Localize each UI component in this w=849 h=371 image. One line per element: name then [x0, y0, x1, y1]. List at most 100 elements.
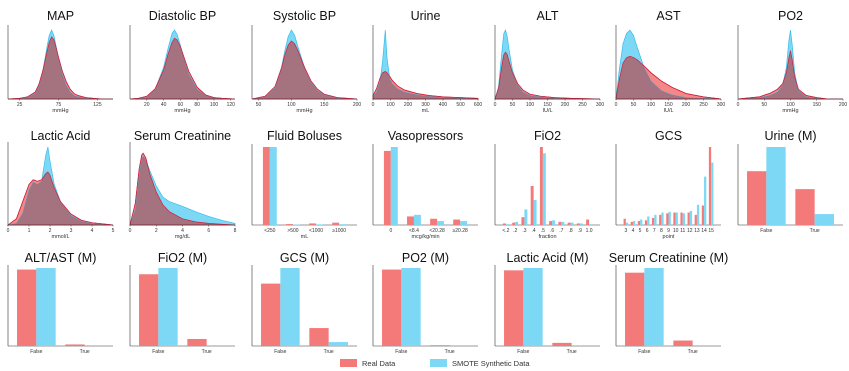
- bar-real-true: [65, 344, 85, 346]
- x-tick-label: 120: [227, 102, 236, 108]
- bar-smote-true: [814, 214, 834, 225]
- x-axis-label: mmHg: [52, 108, 68, 114]
- x-tick-label: .7: [559, 228, 563, 234]
- x-axis-label: point: [663, 234, 675, 240]
- density-overlap: [738, 50, 843, 99]
- panel-title: Urine (M): [764, 129, 816, 143]
- density-real-outline: [372, 70, 479, 100]
- x-axis-label: IU/L: [542, 108, 552, 114]
- bar-real-true: [187, 338, 207, 346]
- x-tick-label: .5: [541, 228, 545, 234]
- panel-lactic-acid-m: Lactic Acid (M) False True: [494, 251, 600, 355]
- bar-smote-8-4: [413, 214, 421, 225]
- x-tick-label: 1.0: [586, 228, 593, 234]
- x-tick-label: 50: [256, 102, 262, 108]
- bar-real-5: [539, 147, 543, 225]
- bar-smote-true: [328, 342, 348, 346]
- bar-smote-14: [704, 176, 707, 225]
- x-tick-label: 4: [91, 228, 94, 234]
- x-tick-label: <20.28: [429, 228, 445, 234]
- x-tick-label: .2: [513, 228, 517, 234]
- x-tick-label: .9: [578, 228, 582, 234]
- x-tick-label: 0: [737, 102, 740, 108]
- bar-real-14: [701, 205, 705, 225]
- bar-smote-250: [269, 147, 277, 225]
- x-tick-label: 0: [129, 228, 132, 234]
- bar-smote-3: [625, 222, 629, 225]
- density-overlap: [8, 172, 113, 225]
- bar-real-false: [747, 171, 767, 225]
- bar-real-13: [694, 214, 697, 225]
- panel-ast: AST 0 50 100 150 200 250 300 IU/L: [615, 9, 726, 114]
- bar-real-7: [652, 217, 655, 225]
- x-axis-label: mL: [301, 234, 309, 240]
- panel-title: GCS: [655, 129, 682, 143]
- x-tick-label: 150: [664, 102, 673, 108]
- x-tick-label: True: [80, 349, 90, 355]
- x-tick-label: 200: [839, 102, 848, 108]
- bar-smote-2: [515, 221, 519, 225]
- panel-title: FiO2 (M): [158, 251, 207, 265]
- x-tick-label: 2: [155, 228, 158, 234]
- x-tick-label: 125: [93, 102, 102, 108]
- bar-smote-7: [561, 221, 565, 225]
- panel-title: Serum Creatinine (M): [609, 251, 728, 265]
- x-tick-label: 250: [578, 102, 587, 108]
- bar-real-7: [558, 221, 562, 225]
- bar-smote-5: [640, 219, 643, 225]
- panel-fio2: FiO2 <.2 .2 .3 .4 .5 .6 .7 .8 .9 1.0 fraction: [494, 129, 600, 240]
- x-tick-label: False: [517, 349, 529, 355]
- x-tick-label: 60: [178, 102, 184, 108]
- x-tick-label: True: [810, 228, 820, 234]
- density-overlap: [8, 36, 113, 99]
- panel-lactic-acid: Lactic Acid 0 1 2 3 4 5 mmol/L: [7, 129, 115, 240]
- panel-title: FiO2: [534, 129, 561, 143]
- x-tick-label: False: [274, 349, 286, 355]
- x-tick-label: <250: [264, 228, 275, 234]
- x-tick-label: 300: [596, 102, 605, 108]
- bar-real-false: [139, 274, 159, 346]
- legend-real-label: Real Data: [362, 359, 396, 368]
- x-tick-label: True: [202, 349, 212, 355]
- bar-real-3: [623, 218, 626, 225]
- bar-smote-4: [533, 200, 537, 225]
- bar-real-0: [383, 150, 391, 225]
- bar-real-500: [286, 224, 293, 225]
- x-tick-label: 14: [701, 228, 707, 234]
- x-tick-label: 6: [646, 228, 649, 234]
- x-tick-label: 20: [144, 102, 150, 108]
- panel-title: PO2: [778, 9, 803, 23]
- bar-smote-false: [766, 147, 786, 225]
- x-axis-label: mL: [422, 108, 430, 114]
- bar-smote-9: [668, 211, 671, 225]
- x-tick-label: 100: [647, 102, 656, 108]
- bar-smote-1000: [339, 224, 347, 225]
- x-tick-label: 0: [372, 102, 375, 108]
- x-tick-label: 100: [786, 102, 795, 108]
- x-axis-label: mmol/L: [51, 234, 69, 240]
- bar-real-6: [549, 221, 553, 225]
- panel-po2: PO2 0 50 100 150 200 mmHg: [737, 9, 848, 114]
- bar-real-6: [644, 220, 648, 225]
- bar-real-false: [625, 272, 645, 346]
- x-tick-label: 300: [717, 102, 726, 108]
- panel-vasopressors: Vasopressors 0 <8.4 <20.28 ≥20.28 mcg/kg/min: [372, 129, 478, 240]
- x-tick-label: 50: [510, 102, 516, 108]
- bar-smote-20-28: [437, 221, 444, 225]
- bar-real-false: [17, 269, 37, 346]
- legend-smote-swatch: [430, 359, 447, 367]
- bar-smote-7: [654, 214, 657, 225]
- x-tick-label: 150: [813, 102, 822, 108]
- x-tick-label: >500: [287, 228, 298, 234]
- bar-real-20-28: [430, 218, 438, 225]
- panel-title: PO2 (M): [402, 251, 449, 265]
- x-tick-label: 500: [456, 102, 465, 108]
- x-tick-label: <.2: [502, 228, 509, 234]
- bar-smote-false: [280, 268, 300, 346]
- bar-real-4: [630, 221, 633, 225]
- panel-urine-m: Urine (M) False True: [737, 129, 843, 234]
- x-tick-label: 150: [320, 102, 329, 108]
- density-overlap: [130, 38, 235, 99]
